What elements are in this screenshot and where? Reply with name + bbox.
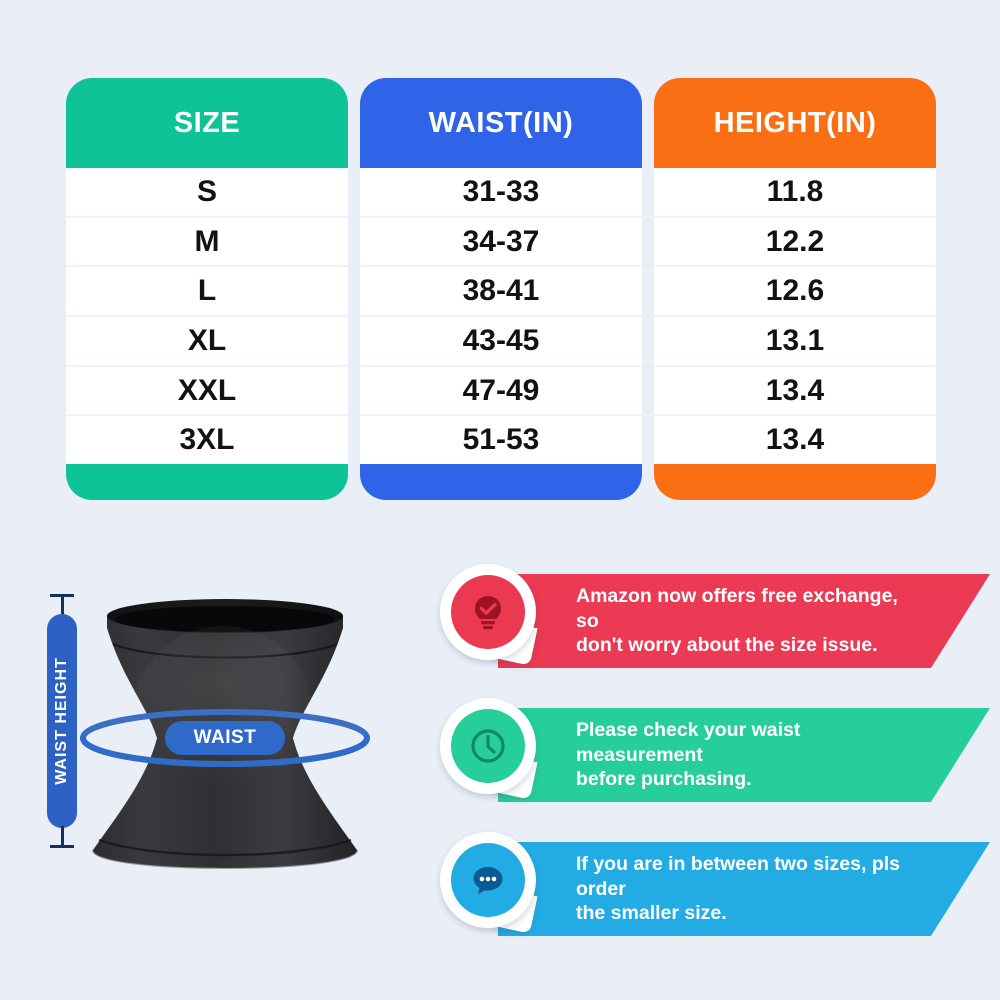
table-cell: 12.6 bbox=[654, 267, 936, 318]
info-banner: Please check your waist measurement befo… bbox=[438, 696, 990, 814]
banner-body: Amazon now offers free exchange, so don'… bbox=[498, 574, 990, 668]
size-column-size: SIZE S M L XL XXL 3XL bbox=[66, 78, 348, 500]
table-cell: L bbox=[66, 267, 348, 318]
gauge-cap-bottom bbox=[50, 845, 74, 848]
column-body-size: S M L XL XXL 3XL bbox=[66, 168, 348, 465]
lightbulb-check-icon bbox=[475, 596, 501, 630]
badge-disc bbox=[451, 575, 525, 649]
banner-text: Amazon now offers free exchange, so don'… bbox=[576, 584, 898, 657]
banner-body: If you are in between two sizes, pls ord… bbox=[498, 842, 990, 936]
table-cell: 12.2 bbox=[654, 217, 936, 268]
banner-badge bbox=[438, 696, 540, 814]
column-footer-height bbox=[654, 464, 936, 500]
gauge-stem-top bbox=[61, 594, 64, 616]
table-cell: 34-37 bbox=[360, 217, 642, 268]
column-header-size: SIZE bbox=[66, 78, 348, 168]
column-body-waist: 31-33 34-37 38-41 43-45 47-49 51-53 bbox=[360, 168, 642, 465]
chat-bubble-icon bbox=[473, 867, 503, 895]
banner-badge bbox=[438, 562, 540, 680]
size-column-waist: WAIST(IN) 31-33 34-37 38-41 43-45 47-49 … bbox=[360, 78, 642, 500]
banner-shape bbox=[498, 842, 990, 936]
column-footer-waist bbox=[360, 464, 642, 500]
table-cell: 51-53 bbox=[360, 416, 642, 465]
column-header-height: HEIGHT(IN) bbox=[654, 78, 936, 168]
table-cell: 31-33 bbox=[360, 168, 642, 218]
gauge-stem-bottom bbox=[61, 826, 64, 848]
banner-text: If you are in between two sizes, pls ord… bbox=[576, 852, 900, 925]
belt-inner-opening bbox=[115, 606, 335, 632]
waist-measure-ring-front bbox=[80, 735, 370, 768]
waist-height-pill: WAIST HEIGHT bbox=[47, 614, 77, 828]
column-header-waist: WAIST(IN) bbox=[360, 78, 642, 168]
waist-label-pill: WAIST bbox=[165, 721, 285, 755]
banner-body: Please check your waist measurement befo… bbox=[498, 708, 990, 802]
banner-badge bbox=[438, 830, 540, 948]
column-footer-size bbox=[66, 464, 348, 500]
badge-disc bbox=[451, 709, 525, 783]
size-column-height: HEIGHT(IN) 11.8 12.2 12.6 13.1 13.4 13.4 bbox=[654, 78, 936, 500]
table-cell: 13.4 bbox=[654, 416, 936, 465]
banner-text: Please check your waist measurement befo… bbox=[576, 718, 801, 791]
table-cell: 3XL bbox=[66, 416, 348, 465]
table-cell: XL bbox=[66, 317, 348, 367]
table-cell: 11.8 bbox=[654, 168, 936, 218]
table-cell: XXL bbox=[66, 366, 348, 417]
info-banner-list: Amazon now offers free exchange, so don'… bbox=[438, 562, 990, 972]
product-illustration: WAIST HEIGHT bbox=[10, 570, 420, 970]
table-cell: 13.4 bbox=[654, 366, 936, 417]
belt-bottom-edge bbox=[92, 849, 358, 869]
table-cell: 43-45 bbox=[360, 317, 642, 367]
column-body-height: 11.8 12.2 12.6 13.1 13.4 13.4 bbox=[654, 168, 936, 465]
banner-shape bbox=[498, 708, 990, 802]
info-banner: Amazon now offers free exchange, so don'… bbox=[438, 562, 990, 680]
table-cell: M bbox=[66, 217, 348, 268]
table-cell: S bbox=[66, 168, 348, 218]
waist-trainer-belt: WAIST bbox=[65, 588, 385, 898]
waist-label: WAIST bbox=[193, 727, 257, 748]
table-cell: 38-41 bbox=[360, 267, 642, 318]
belt-bottom-seam bbox=[98, 838, 352, 857]
badge-disc bbox=[451, 843, 525, 917]
info-banner: If you are in between two sizes, pls ord… bbox=[438, 830, 990, 948]
table-cell: 13.1 bbox=[654, 317, 936, 367]
clock-icon bbox=[471, 729, 505, 763]
banner-shape bbox=[498, 574, 990, 668]
waist-height-gauge: WAIST HEIGHT bbox=[38, 592, 84, 850]
size-chart-table: SIZE S M L XL XXL 3XL WAIST(IN) 31-33 34… bbox=[66, 78, 936, 500]
table-cell: 47-49 bbox=[360, 366, 642, 417]
